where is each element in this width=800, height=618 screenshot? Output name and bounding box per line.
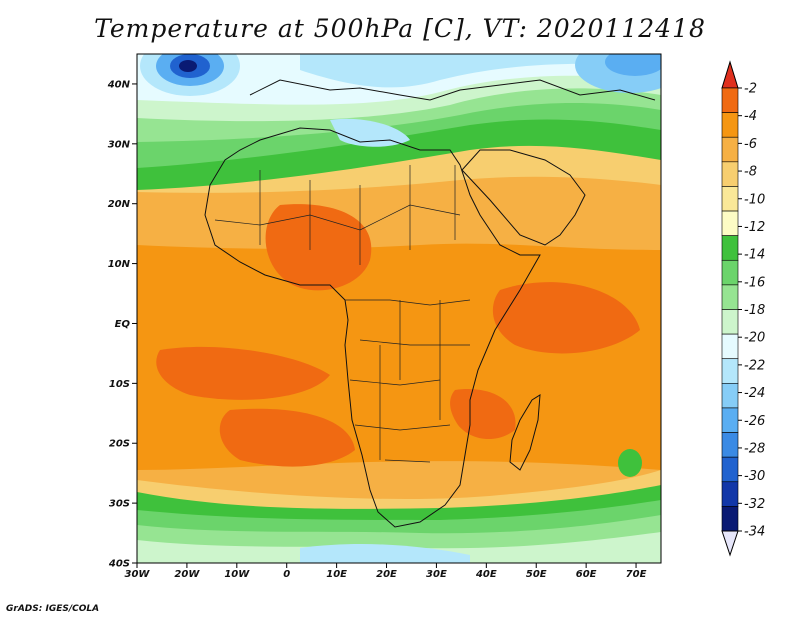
map-title: Temperature at 500hPa [C], VT: 202011241…	[94, 14, 706, 43]
colorbar-segment	[721, 432, 739, 458]
colorbar-segment	[721, 407, 739, 433]
lat-tick-label: 40N	[107, 79, 131, 90]
lat-tick-label: 40S	[108, 559, 130, 570]
lat-tick-label: 20N	[108, 199, 131, 210]
colorbar-bottom-tip	[721, 530, 739, 557]
colorbar-label: -10	[744, 192, 765, 207]
colorbar-label: -26	[744, 414, 765, 429]
lon-tick-label: 20W	[174, 569, 200, 580]
colorbar-segment	[721, 309, 739, 335]
warm-core-southatlantic	[219, 408, 355, 467]
lat-tick-label: 30S	[109, 499, 130, 510]
warm-core-mozambique	[450, 389, 516, 440]
colorbar-label: -18	[744, 303, 765, 318]
colorbar-segment	[721, 210, 739, 236]
lat-tick-label: EQ	[115, 319, 131, 330]
colorbar-segment	[721, 456, 739, 483]
colorbar-label: -16	[744, 275, 765, 290]
lat-tick-label: 30N	[108, 139, 131, 150]
colorbar-segment	[721, 333, 739, 360]
colorbar-label: -14	[744, 248, 765, 263]
lon-tick-label: 40E	[475, 569, 497, 580]
colorbar-segment	[721, 235, 739, 261]
colorbar-segment	[721, 186, 739, 212]
colorbar-segment	[721, 358, 739, 384]
longitude-axis: 30W 20W 10W 0 10E 20E 30E 40E 50E 60E 70E	[125, 563, 647, 580]
colorbar-segment	[721, 259, 739, 286]
colorbar-label: -8	[744, 165, 757, 180]
lon-tick-label: 70E	[626, 569, 647, 580]
colorbar-label: -2	[744, 82, 757, 97]
colorbar-label: -32	[744, 497, 765, 512]
colorbar-top-tip	[721, 60, 739, 89]
colorbar-label: -20	[744, 331, 765, 346]
colorbar: -2 -4 -6 -8 -10 -12 -14 -16 -18 -20 -22 -24 -26 -28 -3…	[721, 60, 765, 557]
footer-credit: GrADS: IGES/COLA	[6, 604, 100, 614]
colorbar-segment	[721, 112, 739, 138]
lon-tick-label: 20E	[376, 569, 397, 580]
colorbar-label: -6	[744, 137, 757, 152]
lon-tick-label: 30W	[125, 569, 151, 580]
temperature-field	[137, 54, 661, 563]
lon-tick-label: 60E	[576, 569, 597, 580]
colorbar-label: -4	[744, 109, 757, 124]
cold-patch-ne-core	[605, 54, 661, 76]
map-frame	[136, 53, 662, 564]
colorbar-segment	[721, 284, 739, 310]
lon-tick-label: 10W	[224, 569, 250, 580]
lat-tick-label: 10S	[109, 379, 130, 390]
colorbar-label: -34	[744, 525, 765, 540]
cold-patch-south	[300, 544, 470, 563]
colorbar-label: -12	[744, 220, 765, 235]
lon-tick-label: 0	[283, 569, 290, 580]
colorbar-segment	[721, 383, 739, 409]
warm-core-atlantic	[156, 346, 330, 400]
lon-tick-label: 30E	[426, 569, 447, 580]
lon-tick-label: 10E	[326, 569, 347, 580]
colorbar-label: -24	[744, 386, 765, 401]
coastlines	[204, 79, 656, 528]
latitude-axis: 40N 30N 20N 10N EQ 10S 20S 30S 40S	[107, 79, 137, 570]
colorbar-segment	[721, 136, 739, 163]
cold-vortex-center	[179, 60, 197, 72]
colorbar-segment	[721, 87, 739, 113]
colorbar-label: -22	[744, 358, 765, 373]
lat-tick-label: 10N	[108, 259, 131, 270]
band-minus24-north	[300, 54, 661, 88]
colorbar-label: -30	[744, 469, 765, 484]
lon-tick-label: 50E	[526, 569, 547, 580]
colorbar-segment	[721, 161, 739, 187]
country-borders	[214, 165, 471, 463]
lat-tick-label: 20S	[109, 439, 130, 450]
cool-spot-southindian	[618, 449, 642, 477]
warm-core-indianocean	[492, 282, 640, 354]
colorbar-label: -28	[744, 441, 765, 456]
colorbar-segment	[721, 506, 739, 532]
colorbar-segment	[721, 481, 739, 507]
